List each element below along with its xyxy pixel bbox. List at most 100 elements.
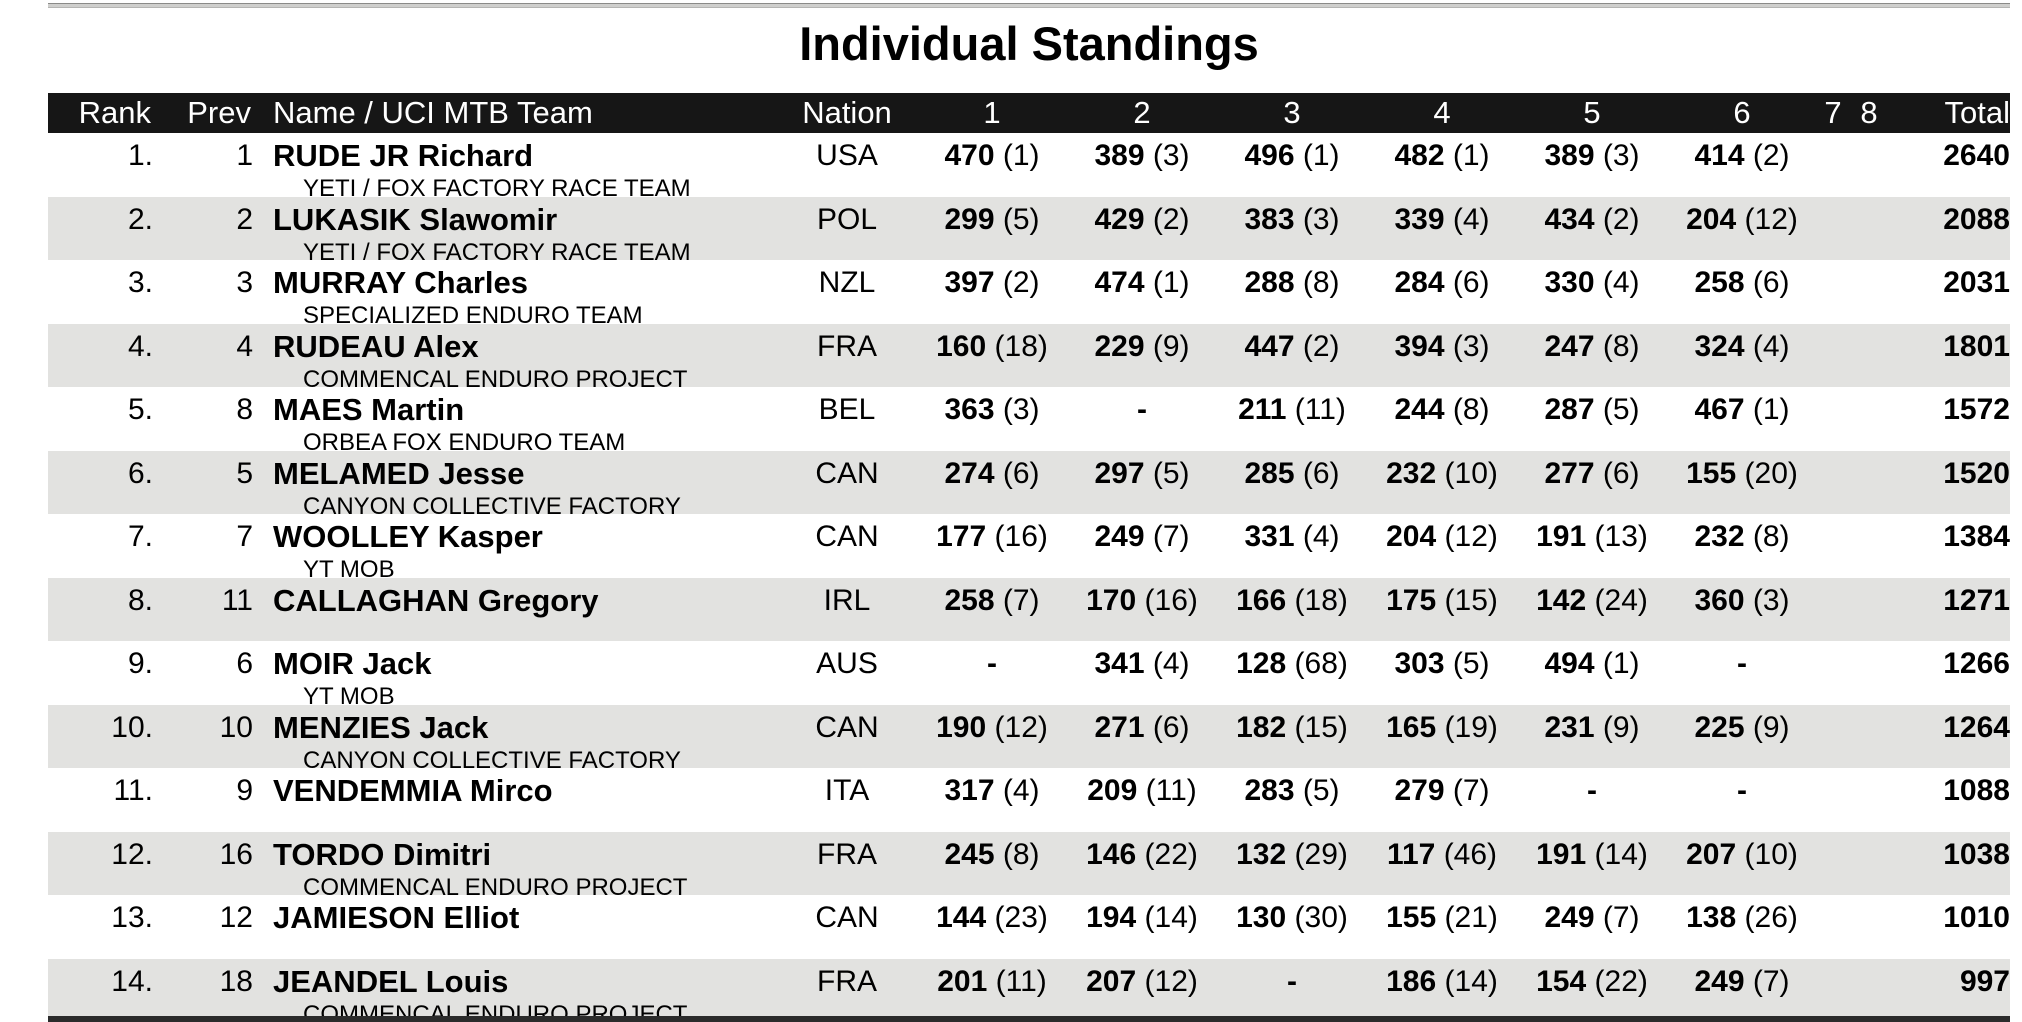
race-position: (20)	[1736, 456, 1798, 490]
race-points: 330	[1544, 266, 1595, 299]
race-points: 249	[1694, 964, 1745, 998]
race-position: (11)	[1137, 774, 1197, 807]
race-2-cell: 341 (4)	[1067, 646, 1217, 682]
race-position: (4)	[994, 774, 1040, 807]
rider-name: VENDEMMIA Mirco	[273, 773, 553, 808]
table-row: 14. 18 JEANDEL Louis COMMENCAL ENDURO PROJE…	[48, 958, 2010, 1022]
race-position: (5)	[1144, 456, 1190, 490]
header-cell-race-8: 8	[1860, 95, 1878, 130]
rider-name: RUDEAU Alex	[273, 328, 479, 364]
name-cell: VENDEMMIA Mirco	[253, 773, 777, 809]
table-row: 5. 8 MAES Martin ORBEA FOX ENDURO TEAM BEL 36…	[48, 387, 2010, 456]
team-name: ORBEA FOX ENDURO TEAM	[303, 429, 626, 456]
header-cell-name: Name / UCI MTB Team	[273, 95, 593, 130]
race-points: -	[1287, 964, 1297, 998]
race-position: (1)	[1744, 393, 1790, 426]
prev-cell: 4	[236, 329, 253, 363]
race-points: 447	[1244, 329, 1295, 363]
race-position: (3)	[1294, 202, 1340, 236]
race-position: (1)	[1444, 139, 1490, 172]
prev-cell: 8	[236, 393, 253, 426]
race-points: 383	[1244, 202, 1295, 236]
rider-name: TORDO Dimitri	[273, 836, 492, 872]
race-points: 297	[1094, 456, 1145, 490]
race-2-cell: 429 (2)	[1067, 202, 1217, 238]
race-points: 207	[1086, 964, 1137, 998]
race-4-cell: 279 (7)	[1367, 773, 1517, 809]
race-position: (8)	[994, 837, 1040, 871]
prev-cell: 16	[219, 837, 253, 871]
team-name: CANYON COLLECTIVE FACTORY	[303, 492, 681, 520]
race-points: 470	[944, 139, 995, 172]
race-position: (3)	[1444, 329, 1490, 363]
race-position: (5)	[994, 202, 1040, 236]
race-2-cell: 271 (6)	[1067, 710, 1217, 746]
race-position: (2)	[1594, 202, 1640, 236]
race-5-cell: 330 (4)	[1517, 265, 1667, 301]
race-2-cell: -	[1067, 392, 1217, 428]
rank-cell: 4.	[127, 329, 153, 363]
race-1-cell: 177 (16)	[917, 519, 1067, 555]
race-position: (1)	[1294, 139, 1340, 172]
race-5-cell: 389 (3)	[1517, 138, 1667, 174]
race-points: 117	[1386, 837, 1436, 871]
race-position: (68)	[1286, 647, 1348, 680]
header-cell-race-1: 1	[983, 95, 1001, 130]
race-6-cell: 258 (6)	[1667, 265, 1817, 301]
race-5-cell: -	[1517, 773, 1667, 809]
race-4-cell: 303 (5)	[1367, 646, 1517, 682]
race-3-cell: 132 (29)	[1217, 837, 1367, 873]
race-4-cell: 244 (8)	[1367, 392, 1517, 428]
race-3-cell: 288 (8)	[1217, 265, 1367, 301]
race-points: 154	[1536, 964, 1587, 998]
total-cell: 1264	[1943, 710, 2010, 744]
race-points: 249	[1094, 520, 1145, 553]
race-5-cell: 494 (1)	[1517, 646, 1667, 682]
total-cell: 1010	[1943, 901, 2010, 934]
race-position: (3)	[1144, 139, 1190, 172]
race-position: (5)	[1444, 647, 1490, 680]
total-cell: 997	[1959, 964, 2010, 998]
race-6-cell: 204 (12)	[1667, 202, 1817, 238]
table-row: 4. 4 RUDEAU Alex COMMENCAL ENDURO PROJECT FR…	[48, 323, 2010, 393]
race-points: 166	[1236, 583, 1287, 617]
prev-cell: 3	[236, 266, 253, 299]
race-4-cell: 155 (21)	[1367, 900, 1517, 936]
race-position: (29)	[1286, 837, 1348, 871]
rider-name: RUDE JR Richard	[273, 138, 534, 173]
race-4-cell: 339 (4)	[1367, 202, 1517, 238]
race-position: (8)	[1444, 393, 1490, 426]
rider-name: JAMIESON Elliot	[273, 900, 520, 935]
race-position: (4)	[1594, 266, 1640, 299]
race-points: -	[1587, 774, 1597, 807]
total-cell: 2031	[1943, 266, 2010, 299]
race-points: 232	[1694, 520, 1745, 553]
name-cell: TORDO Dimitri COMMENCAL ENDURO PROJECT	[253, 837, 777, 902]
race-points: 146	[1086, 837, 1137, 871]
race-position: (8)	[1294, 266, 1340, 299]
table-row: 6. 5 MELAMED Jesse CANYON COLLECTIVE FACTOR…	[48, 450, 2010, 520]
table-row: 9. 6 MOIR Jack YT MOB AUS -341 (4) 128 (68) 303…	[48, 641, 2010, 710]
race-points: 247	[1544, 329, 1595, 363]
prev-cell: 10	[219, 710, 253, 744]
total-cell: 1088	[1943, 774, 2010, 807]
table-row: 2. 2 LUKASIK Slawomir YETI / FOX FACTORY RA…	[48, 196, 2010, 266]
race-3-cell: 283 (5)	[1217, 773, 1367, 809]
top-divider	[48, 3, 2010, 8]
prev-cell: 18	[219, 964, 253, 998]
nation-cell: USA	[816, 139, 878, 172]
race-4-cell: 186 (14)	[1367, 964, 1517, 1000]
race-points: -	[1737, 774, 1747, 807]
rank-cell: 3.	[127, 266, 153, 299]
race-position: (12)	[986, 710, 1048, 744]
nation-cell: CAN	[815, 456, 879, 490]
header-cell-race-3: 3	[1283, 95, 1301, 130]
team-name: COMMENCAL ENDURO PROJECT	[303, 873, 688, 901]
rider-name: MENZIES Jack	[273, 709, 489, 745]
race-points: 474	[1094, 266, 1145, 299]
race-6-cell: 155 (20)	[1667, 456, 1817, 492]
race-position: (12)	[1736, 202, 1798, 236]
race-position: (16)	[1136, 583, 1198, 617]
race-1-cell: 190 (12)	[917, 710, 1067, 746]
